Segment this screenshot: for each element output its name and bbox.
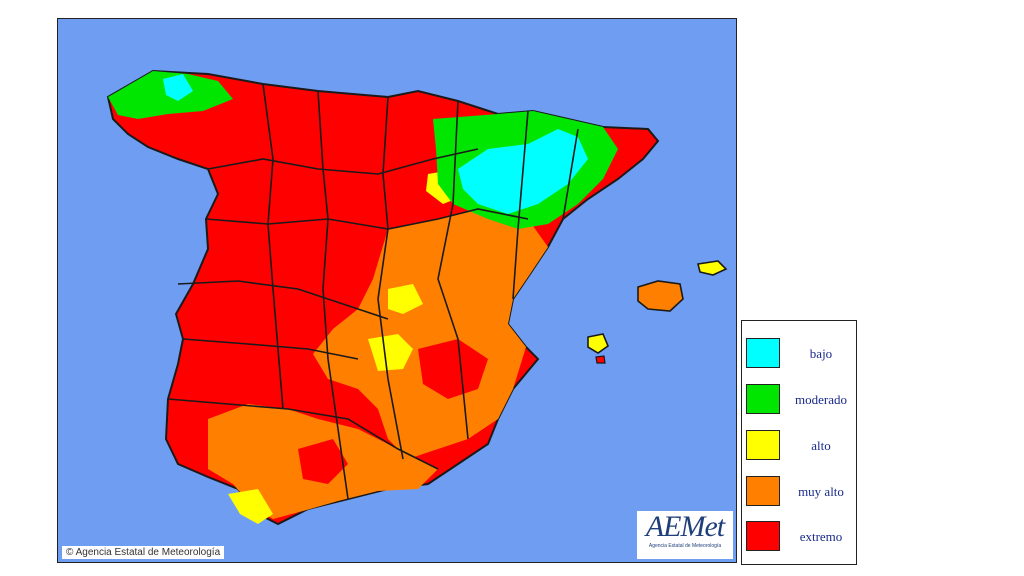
legend-label-moderado: moderado [795, 392, 847, 407]
risk-zone-alto-2 [388, 284, 423, 314]
legend-swatch-moderado [746, 384, 780, 414]
legend-item-extremo: extremo [746, 521, 854, 553]
legend-label-muy-alto: muy alto [798, 484, 844, 499]
logo-text: AEMet [645, 510, 725, 543]
legend-swatch-bajo [746, 338, 780, 368]
risk-zone-alto-1 [368, 334, 413, 371]
risk-zone-extremo-patch-1 [418, 339, 488, 399]
copyright-label: © Agencia Estatal de Meteorología [62, 546, 225, 559]
risk-zone-alto-3 [228, 489, 273, 524]
legend-item-alto: alto [746, 430, 854, 462]
legend-label-alto: alto [811, 438, 831, 453]
risk-zone-muy-alto-east [313, 209, 548, 459]
risk-zone-extremo-patch-2 [298, 439, 348, 484]
risk-zone-bajo-asturias [163, 74, 193, 101]
legend-item-bajo: bajo [746, 338, 854, 370]
legend-swatch-extremo [746, 521, 780, 551]
legend-item-moderado: moderado [746, 384, 854, 416]
island-formentera [595, 355, 606, 364]
aemet-logo: AEMet Agencia Estatal de Meteorología [637, 511, 733, 559]
legend-swatch-muy-alto [746, 476, 780, 506]
province-boundaries [167, 83, 579, 500]
legend-swatch-alto [746, 430, 780, 460]
legend-label-bajo: bajo [809, 346, 833, 361]
island-ibiza [587, 333, 609, 354]
fire-risk-map: © Agencia Estatal de Meteorología AEMet … [57, 18, 737, 563]
logo-subtitle: Agencia Estatal de Meteorología [648, 543, 722, 549]
map-canvas [106, 69, 728, 526]
risk-legend: bajo moderado alto muy alto extremo [741, 320, 857, 565]
island-menorca [697, 260, 728, 276]
island-mallorca [637, 280, 684, 312]
legend-item-muy-alto: muy alto [746, 476, 854, 508]
legend-label-extremo: extremo [799, 529, 843, 544]
